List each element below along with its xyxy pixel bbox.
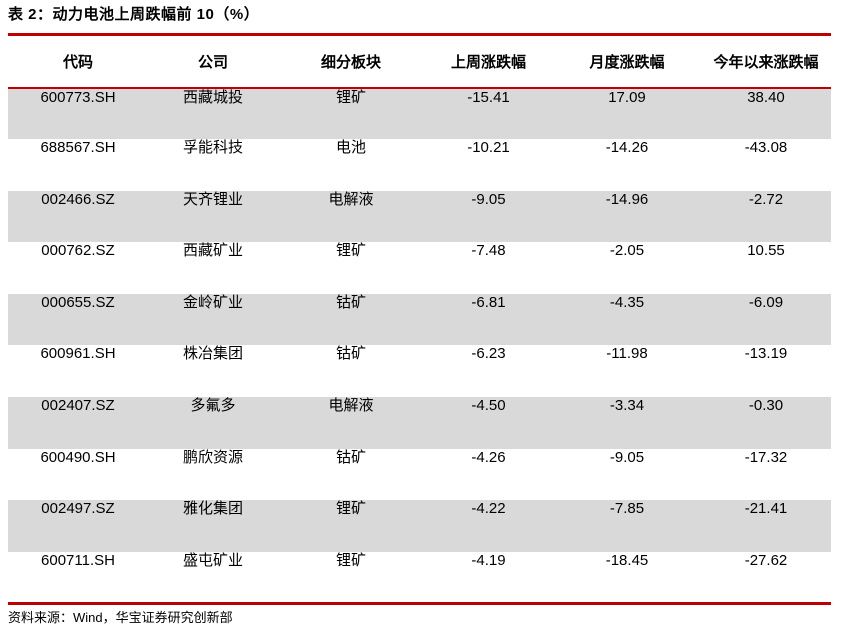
table-row: 002466.SZ 天齐锂业 电解液 -9.05 -14.96 -2.72 bbox=[8, 190, 831, 243]
table-row: 600490.SH 鹏欣资源 钴矿 -4.26 -9.05 -17.32 bbox=[8, 449, 831, 501]
cell-month: -14.26 bbox=[605, 139, 649, 157]
cell-month: -7.85 bbox=[609, 500, 645, 518]
cell-week: -4.22 bbox=[471, 500, 506, 518]
cell-code: 002466.SZ bbox=[41, 190, 115, 208]
col-header-month-change: 月度涨跌幅 bbox=[589, 53, 665, 71]
cell-week: -6.81 bbox=[471, 293, 506, 311]
cell-sector: 电解液 bbox=[328, 190, 374, 208]
cell-sector: 电解液 bbox=[328, 397, 374, 415]
cell-sector: 钴矿 bbox=[335, 345, 366, 363]
cell-ytd: 10.55 bbox=[747, 242, 785, 260]
table-row: 688567.SH 孚能科技 电池 -10.21 -14.26 -43.08 bbox=[8, 139, 831, 191]
table-body: 600773.SH 西藏城投 锂矿 -15.41 17.09 38.40 688567.SH… bbox=[8, 87, 831, 604]
cell-sector: 电池 bbox=[335, 139, 366, 157]
cell-ytd: -27.62 bbox=[744, 551, 788, 569]
cell-ytd: -0.30 bbox=[748, 397, 784, 415]
cell-code: 000762.SZ bbox=[41, 242, 115, 260]
cell-ytd: -17.32 bbox=[744, 448, 788, 466]
cell-company: 雅化集团 bbox=[182, 500, 243, 518]
table-header-row: 代码 公司 细分板块 上周涨跌幅 月度涨跌幅 今年以来涨跌幅 bbox=[8, 34, 831, 88]
table-row: 002407.SZ 多氟多 电解液 -4.50 -3.34 -0.30 bbox=[8, 397, 831, 449]
cell-code: 002497.SZ bbox=[41, 500, 115, 518]
cell-month: -3.34 bbox=[609, 397, 645, 415]
table-row: 000762.SZ 西藏矿业 锂矿 -7.48 -2.05 10.55 bbox=[8, 242, 831, 294]
cell-week: -7.48 bbox=[471, 242, 506, 260]
cell-sector: 钴矿 bbox=[335, 293, 366, 311]
table-row: 600961.SH 株冶集团 钴矿 -6.23 -11.98 -13.19 bbox=[8, 345, 831, 397]
cell-code: 600490.SH bbox=[40, 448, 116, 466]
cell-ytd: -43.08 bbox=[744, 139, 788, 157]
cell-ytd: -21.41 bbox=[744, 500, 788, 518]
cell-ytd: -13.19 bbox=[744, 345, 788, 363]
cell-company: 西藏城投 bbox=[182, 88, 243, 106]
table-row: 002497.SZ 雅化集团 锂矿 -4.22 -7.85 -21.41 bbox=[8, 500, 831, 552]
col-header-week-change: 上周涨跌幅 bbox=[450, 53, 526, 71]
cell-week: -4.19 bbox=[471, 551, 506, 569]
cell-month: -14.96 bbox=[605, 190, 649, 208]
cell-ytd: 38.40 bbox=[747, 88, 785, 106]
cell-month: -4.35 bbox=[609, 293, 645, 311]
cell-week: -4.50 bbox=[471, 397, 506, 415]
cell-month: -2.05 bbox=[609, 242, 645, 260]
cell-company: 西藏矿业 bbox=[182, 242, 243, 260]
col-header-code: 代码 bbox=[62, 53, 93, 71]
cell-week: -9.05 bbox=[471, 190, 506, 208]
table-title: 表 2：动力电池上周跌幅前 10（%） bbox=[8, 6, 260, 23]
table-row: 600773.SH 西藏城投 锂矿 -15.41 17.09 38.40 bbox=[8, 87, 831, 140]
cell-week: -6.23 bbox=[471, 345, 506, 363]
cell-month: -9.05 bbox=[609, 448, 645, 466]
cell-week: -10.21 bbox=[467, 139, 510, 157]
cell-company: 盛屯矿业 bbox=[182, 551, 243, 569]
table-row: 600711.SH 盛屯矿业 锂矿 -4.19 -18.45 -27.62 bbox=[8, 552, 831, 604]
cell-sector: 钴矿 bbox=[335, 448, 366, 466]
cell-sector: 锂矿 bbox=[335, 500, 366, 518]
cell-code: 600711.SH bbox=[41, 551, 115, 569]
cell-company: 株冶集团 bbox=[182, 345, 243, 363]
cell-company: 孚能科技 bbox=[182, 139, 243, 157]
cell-code: 600773.SH bbox=[40, 88, 116, 106]
cell-code: 600961.SH bbox=[40, 345, 116, 363]
cell-ytd: -2.72 bbox=[748, 190, 784, 208]
cell-code: 002407.SZ bbox=[41, 397, 115, 415]
cell-week: -15.41 bbox=[467, 88, 510, 106]
cell-code: 000655.SZ bbox=[41, 293, 115, 311]
cell-ytd: -6.09 bbox=[748, 293, 784, 311]
cell-company: 多氟多 bbox=[190, 397, 236, 415]
col-header-sector: 细分板块 bbox=[320, 53, 381, 71]
cell-sector: 锂矿 bbox=[335, 242, 366, 260]
cell-sector: 锂矿 bbox=[335, 551, 366, 569]
cell-company: 鹏欣资源 bbox=[182, 448, 243, 466]
cell-month: 17.09 bbox=[608, 88, 646, 106]
cell-month: -18.45 bbox=[605, 551, 649, 569]
cell-code: 688567.SH bbox=[40, 139, 116, 157]
cell-company: 天齐锂业 bbox=[182, 190, 243, 208]
table-row: 000655.SZ 金岭矿业 钴矿 -6.81 -4.35 -6.09 bbox=[8, 293, 831, 346]
cell-week: -4.26 bbox=[471, 448, 506, 466]
cell-sector: 锂矿 bbox=[335, 88, 366, 106]
cell-company: 金岭矿业 bbox=[182, 293, 243, 311]
cell-month: -11.98 bbox=[606, 345, 648, 363]
data-source-note: 资料来源：Wind，华宝证券研究创新部 bbox=[8, 609, 233, 625]
decliners-table: 代码 公司 细分板块 上周涨跌幅 月度涨跌幅 今年以来涨跌幅 600773.SH… bbox=[8, 33, 831, 605]
col-header-ytd-change: 今年以来涨跌幅 bbox=[713, 53, 819, 71]
col-header-company: 公司 bbox=[197, 53, 228, 71]
